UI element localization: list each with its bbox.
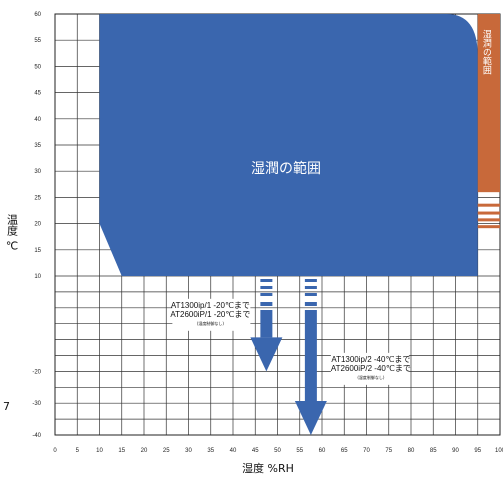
x-tick-label: 5 — [76, 448, 80, 454]
arrow-dash — [260, 286, 273, 289]
x-tick-label: 60 — [319, 448, 326, 454]
y-tick-labels: 60 55 50 45 40 35 30 25 20 15 10 -20 -30 -40 — [32, 12, 41, 439]
x-axis-title: 湿度 %RH — [242, 461, 294, 475]
x-tick-label: 85 — [430, 448, 437, 454]
y-tick-label: 40 — [34, 117, 41, 123]
stray-mark: 7 — [3, 400, 10, 413]
arrow-dash — [304, 279, 317, 282]
arrow-shaft — [304, 310, 317, 401]
y-tick-label: -40 — [32, 433, 41, 439]
x-tick-label: 55 — [296, 448, 303, 454]
y-tick-label: 30 — [34, 169, 41, 175]
y-tick-label: 50 — [34, 64, 41, 70]
arrow-label-note: (湿度制御なし) — [357, 374, 385, 380]
side-band-stripe — [477, 225, 500, 229]
y-tick-label: 35 — [34, 143, 41, 149]
x-tick-label: 10 — [96, 448, 103, 454]
arrow-head — [294, 401, 327, 435]
x-tick-label: 70 — [363, 448, 370, 454]
y-tick-label: -20 — [32, 369, 41, 375]
arrow-label-line: AT2600iP/1 -20℃まで — [170, 310, 250, 319]
x-tick-label: 80 — [408, 448, 415, 454]
arrow-shaft — [260, 310, 273, 338]
y-axis-title: 温度 ℃ — [6, 214, 19, 253]
arrow-label-note: (湿度制御なし) — [197, 320, 225, 326]
y-tick-label: 45 — [34, 91, 41, 97]
side-band-stripe — [477, 203, 500, 207]
y-tick-label: 25 — [34, 195, 41, 201]
arrow-dash — [304, 286, 317, 289]
y-tick-label: 60 — [34, 12, 41, 18]
y-tick-label: -30 — [32, 401, 41, 407]
arrow-dash — [304, 302, 317, 306]
y-tick-label: 55 — [34, 38, 41, 44]
x-tick-label: 30 — [185, 448, 192, 454]
x-tick-label: 75 — [385, 448, 392, 454]
x-tick-label: 95 — [474, 448, 481, 454]
x-tick-label: 0 — [53, 448, 57, 454]
arrow-label-line: AT1300ip/2 -40℃まで — [331, 355, 410, 364]
side-band-label: 湿潤の範囲 — [481, 30, 492, 76]
y-tick-label: 20 — [34, 222, 41, 228]
y-tick-label: 15 — [34, 248, 41, 254]
arrow-dash — [260, 279, 273, 282]
x-tick-label: 65 — [341, 448, 348, 454]
humid-region-label: 湿潤の範囲 — [251, 160, 321, 177]
x-tick-label: 40 — [230, 448, 237, 454]
arrow-dash — [304, 293, 317, 296]
side-band-shape — [477, 14, 500, 193]
x-tick-labels: 0 5 10 15 20 25 30 35 40 45 50 55 60 65 70 75 80 85 90 95 10… — [53, 448, 503, 454]
side-band-stripe — [477, 218, 500, 222]
x-tick-label: 20 — [141, 448, 148, 454]
humid-region-layer — [99, 14, 478, 276]
x-tick-label: 90 — [452, 448, 459, 454]
humid-region-shape — [99, 14, 478, 276]
x-tick-label: 15 — [118, 448, 125, 454]
x-tick-label: 35 — [207, 448, 214, 454]
x-tick-label: 100 — [495, 448, 503, 454]
arrow-dash — [260, 293, 273, 296]
x-tick-label: 45 — [252, 448, 259, 454]
arrow-dash — [260, 302, 273, 306]
y-tick-label: 10 — [34, 274, 41, 280]
arrow-head — [250, 337, 283, 372]
side-band-layer: 湿潤の範囲 — [477, 14, 500, 229]
arrow-label-bg — [330, 352, 409, 385]
arrow-label-bg — [172, 298, 251, 331]
arrow-label-line: AT1300ip/1 -20℃まで — [171, 301, 250, 310]
x-tick-label: 50 — [274, 448, 281, 454]
side-band-stripe — [477, 211, 500, 215]
arrow-label-line: AT2600iP/2 -40℃まで — [331, 364, 411, 373]
x-tick-label: 25 — [163, 448, 170, 454]
